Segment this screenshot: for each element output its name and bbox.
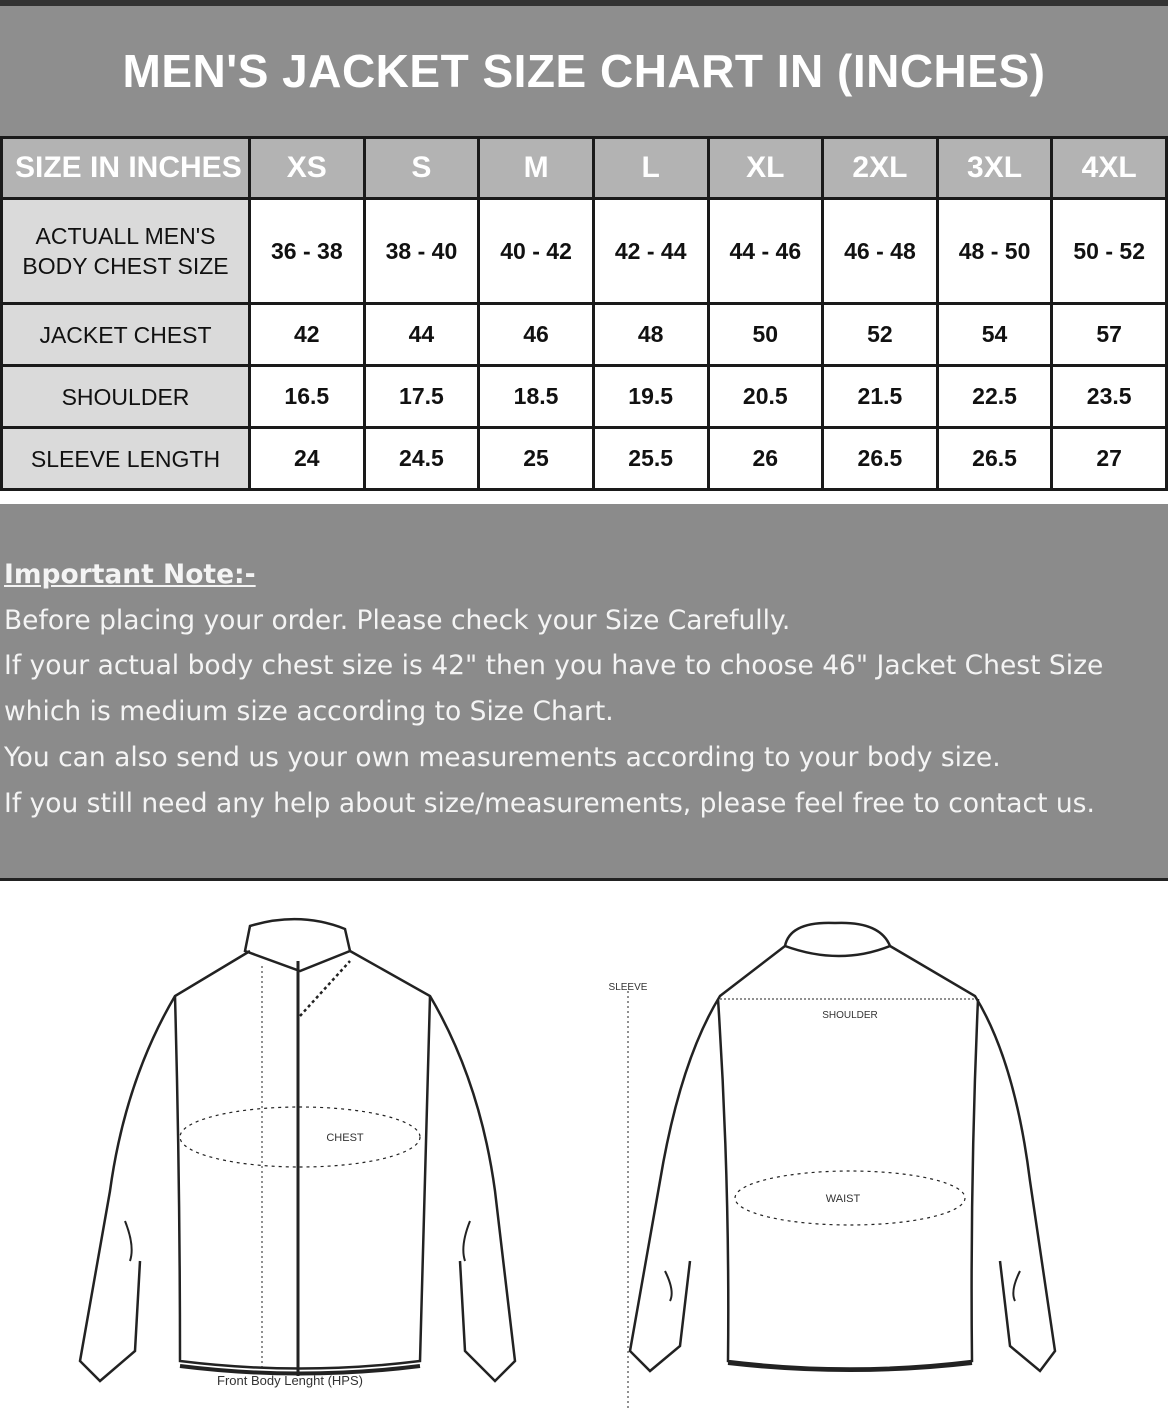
header-size: S bbox=[362, 136, 481, 200]
table-cell: 48 - 50 bbox=[935, 197, 1054, 305]
note-line: You can also send us your own measuremen… bbox=[4, 741, 1001, 773]
header-size: 2XL bbox=[821, 136, 939, 200]
header-size: XL bbox=[706, 136, 825, 200]
table-cell: 38 - 40 bbox=[362, 197, 481, 305]
table-row: JACKET CHEST 42 44 46 48 50 52 54 57 bbox=[0, 302, 1168, 367]
table-cell: 40 - 42 bbox=[477, 197, 595, 305]
header-size: 4XL bbox=[1050, 136, 1168, 200]
table-cell: 18.5 bbox=[477, 364, 595, 429]
table-cell: 36 - 38 bbox=[248, 197, 366, 305]
table-cell: 44 - 46 bbox=[706, 197, 825, 305]
table-cell: 26.5 bbox=[821, 426, 939, 491]
row-label: SLEEVE LENGTH bbox=[0, 426, 251, 491]
table-cell: 25.5 bbox=[591, 426, 710, 491]
note-line: Before placing your order. Please check … bbox=[4, 604, 791, 636]
table-cell: 52 bbox=[821, 302, 939, 367]
note-heading: Important Note:- bbox=[4, 559, 256, 590]
row-label-text: ACTUALL MEN'S bbox=[35, 223, 216, 249]
table-cell: 44 bbox=[362, 302, 481, 367]
header-size: L bbox=[591, 136, 710, 200]
row-label: SHOULDER bbox=[0, 364, 251, 429]
header-size: 3XL bbox=[935, 136, 1054, 200]
table-cell: 57 bbox=[1050, 302, 1168, 367]
row-label: ACTUALL MEN'S BODY CHEST SIZE bbox=[0, 197, 251, 305]
table-cell: 24 bbox=[248, 426, 366, 491]
table-cell: 26.5 bbox=[935, 426, 1054, 491]
chest-label: CHEST bbox=[326, 1132, 364, 1144]
table-cell: 23.5 bbox=[1050, 364, 1168, 429]
table-header-row: SIZE IN INCHES XS S M L XL 2XL 3XL 4XL bbox=[0, 136, 1168, 200]
important-note: Important Note:- Before placing your ord… bbox=[0, 504, 1168, 881]
row-label-text: BODY CHEST SIZE bbox=[22, 253, 229, 279]
jacket-diagram: CHEST Front Body Lenght (HPS) SLEEVE SHO… bbox=[78, 918, 1057, 1411]
row-label-text: JACKET CHEST bbox=[39, 321, 212, 348]
row-label: JACKET CHEST bbox=[0, 302, 251, 367]
shoulder-label: SHOULDER bbox=[822, 1010, 878, 1021]
table-row: ACTUALL MEN'S BODY CHEST SIZE 36 - 38 38 - … bbox=[0, 197, 1168, 305]
table-cell: 26 bbox=[706, 426, 825, 491]
note-line: If you still need any help about size/me… bbox=[4, 787, 1095, 819]
header-size-in-inches: SIZE IN INCHES bbox=[0, 136, 251, 200]
table-cell: 20.5 bbox=[706, 364, 825, 429]
table-cell: 50 bbox=[706, 302, 825, 367]
table-cell: 27 bbox=[1050, 426, 1168, 491]
front-length-label: Front Body Lenght (HPS) bbox=[217, 1373, 363, 1388]
table-cell: 42 bbox=[248, 302, 366, 367]
table-cell: 17.5 bbox=[362, 364, 481, 429]
table-cell: 48 bbox=[591, 302, 710, 367]
table-cell: 22.5 bbox=[935, 364, 1054, 429]
table-cell: 16.5 bbox=[248, 364, 366, 429]
row-label-text: SHOULDER bbox=[61, 383, 190, 410]
header-size: XS bbox=[248, 136, 366, 200]
sleeve-label: SLEEVE bbox=[609, 982, 648, 993]
table-cell: 54 bbox=[935, 302, 1054, 367]
table-cell: 46 bbox=[477, 302, 595, 367]
back-jacket-illustration: SLEEVE SHOULDER WAIST bbox=[609, 921, 1057, 1411]
row-label-text: SLEEVE LENGTH bbox=[30, 445, 221, 472]
waist-label: WAIST bbox=[826, 1193, 861, 1205]
table-cell: 25 bbox=[477, 426, 595, 491]
table-cell: 50 - 52 bbox=[1050, 197, 1168, 305]
table-cell: 19.5 bbox=[591, 364, 710, 429]
header-size: M bbox=[477, 136, 595, 200]
table-cell: 24.5 bbox=[362, 426, 481, 491]
table-cell: 46 - 48 bbox=[821, 197, 939, 305]
table-row: SLEEVE LENGTH 24 24.5 25 25.5 26 26.5 26.5 27 bbox=[0, 426, 1168, 491]
note-line: If your actual body chest size is 42" th… bbox=[4, 650, 1104, 728]
table-cell: 21.5 bbox=[821, 364, 939, 429]
page-title: MEN'S JACKET SIZE CHART IN (INCHES) bbox=[0, 0, 1168, 136]
front-jacket-illustration: CHEST Front Body Lenght (HPS) bbox=[78, 918, 517, 1388]
table-row: SHOULDER 16.5 17.5 18.5 19.5 20.5 21.5 22.5 23.5 bbox=[0, 364, 1168, 429]
size-chart-table: SIZE IN INCHES XS S M L XL 2XL 3XL 4XL A… bbox=[0, 136, 1168, 491]
table-cell: 42 - 44 bbox=[591, 197, 710, 305]
